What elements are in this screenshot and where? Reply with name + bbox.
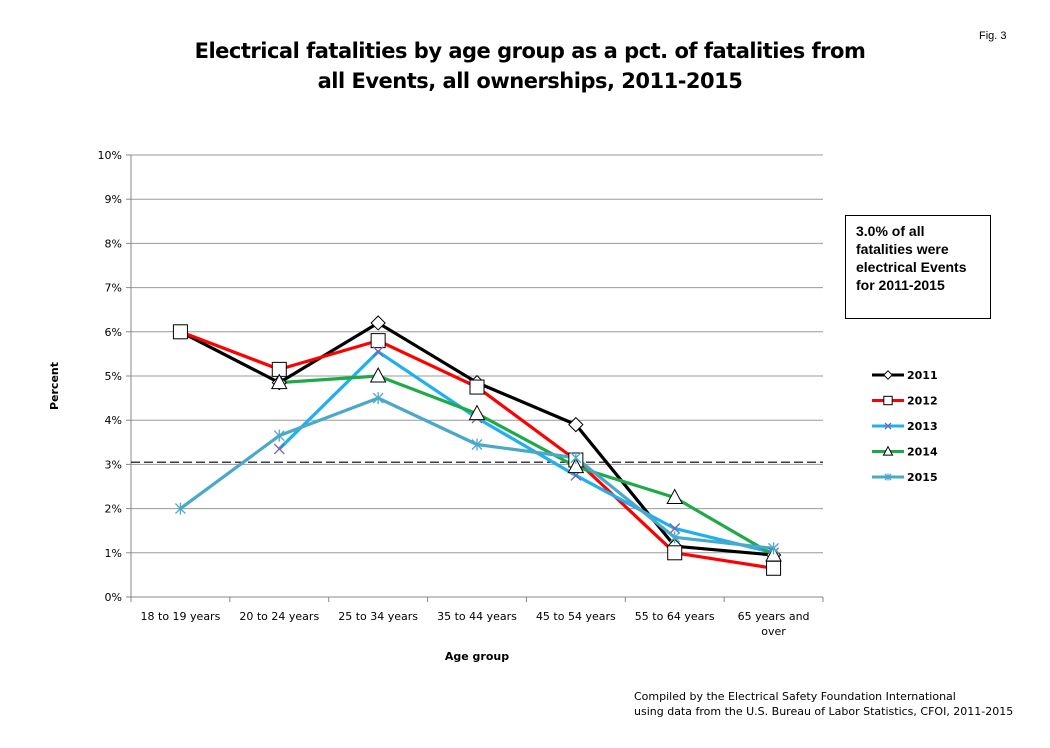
series-line <box>279 374 775 557</box>
data-point <box>372 346 384 358</box>
y-tick-label: 0% <box>105 591 122 604</box>
source-note: Compiled by the Electrical Safety Founda… <box>634 689 1013 719</box>
data-point <box>174 502 186 515</box>
data-point <box>370 315 386 331</box>
data-point <box>568 416 584 433</box>
legend-item-2011: 2011 <box>872 369 938 382</box>
annotation-box: 3.0% of all fatalities were electrical E… <box>845 215 991 319</box>
chart-title: Electrical fatalities by age group as a … <box>150 36 910 96</box>
data-point <box>667 545 683 561</box>
x-axis-label: Age group <box>445 650 509 663</box>
data-point <box>766 560 782 576</box>
y-tick-label: 5% <box>105 370 122 383</box>
data-point <box>669 531 681 544</box>
y-axis-label: Percent <box>48 362 61 410</box>
y-tick-label: 1% <box>105 547 122 560</box>
data-point <box>768 542 780 555</box>
series-2014 <box>279 374 775 557</box>
x-tick-label: 65 years and <box>738 610 810 623</box>
data-point <box>666 488 684 505</box>
legend-label: 2013 <box>907 420 938 433</box>
source-line: Compiled by the Electrical Safety Founda… <box>634 690 956 703</box>
data-point <box>172 324 188 340</box>
source-line: using data from the U.S. Bureau of Labor… <box>634 705 1014 718</box>
x-tick-label: 18 to 19 years <box>141 610 221 623</box>
data-point <box>567 457 585 474</box>
series-markers-2015 <box>174 392 780 555</box>
legend-item-2014: 2014 <box>872 446 938 459</box>
legend-label: 2012 <box>907 395 938 408</box>
data-point <box>372 392 384 405</box>
legend-label: 2015 <box>907 471 938 484</box>
y-tick-label: 3% <box>105 458 122 471</box>
data-point <box>471 438 483 451</box>
legend-item-2013: 2013 <box>872 420 938 433</box>
series-markers-2014 <box>270 366 782 562</box>
x-tick-label: 55 to 64 years <box>635 610 715 623</box>
data-point <box>270 373 288 390</box>
data-point <box>882 445 894 456</box>
y-tick-label: 10% <box>98 149 122 162</box>
data-point <box>570 451 582 464</box>
data-point <box>669 523 681 534</box>
data-point <box>273 443 285 455</box>
legend-item-2012: 2012 <box>872 395 938 408</box>
data-point <box>883 395 893 406</box>
x-tick-label: 20 to 24 years <box>239 610 319 623</box>
x-tick-label: 25 to 34 years <box>338 610 418 623</box>
data-point <box>884 422 892 430</box>
data-point <box>468 404 486 421</box>
data-point <box>370 333 386 349</box>
legend-item-2015: 2015 <box>872 471 938 484</box>
y-tick-label: 9% <box>105 193 122 206</box>
legend-label: 2014 <box>907 446 938 459</box>
y-tick-label: 6% <box>105 326 122 339</box>
x-tick-label: 35 to 44 years <box>437 610 517 623</box>
title-line: all Events, all ownerships, 2011-2015 <box>317 69 743 93</box>
y-tick-label: 7% <box>105 282 122 295</box>
data-point <box>469 379 485 395</box>
series-line <box>278 350 774 555</box>
x-tick-label: 45 to 54 years <box>536 610 616 623</box>
data-point <box>369 366 387 383</box>
data-point <box>883 370 893 380</box>
data-point <box>273 429 285 442</box>
x-tick-label: over <box>761 625 786 638</box>
data-point <box>884 473 892 481</box>
title-line: Electrical fatalities by age group as a … <box>194 39 866 63</box>
figure-label: Fig. 3 <box>979 30 1007 42</box>
y-tick-label: 8% <box>105 237 122 250</box>
legend-label: 2011 <box>907 369 938 382</box>
series-2013 <box>278 350 774 555</box>
legend: 2011 2012 2013 2014 2015 <box>872 369 938 484</box>
y-tick-label: 4% <box>105 414 122 427</box>
y-tick-label: 2% <box>105 503 122 516</box>
